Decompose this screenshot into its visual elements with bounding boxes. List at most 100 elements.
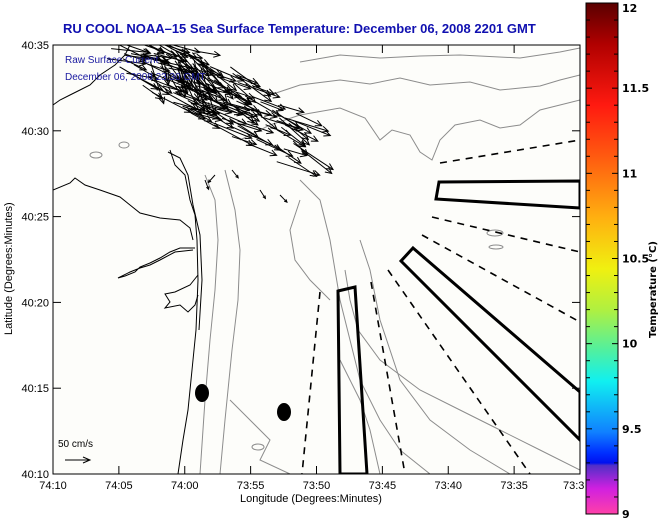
bathy-contour-small [486,229,504,237]
river-south [163,274,199,313]
coastline [53,45,203,474]
bathy-contour-small [251,443,265,451]
current-vector [201,66,228,110]
shipping-lane [370,281,406,474]
current-vector [188,68,219,103]
x-tick-label: 73:55 [237,480,265,492]
bathy-contour-6 [299,179,431,474]
colorbar-ticks: 12 11.5 11 10.5 10 9.5 9 [586,2,649,519]
current-vector [204,179,210,191]
y-axis: 40:35 40:30 40:25 40:20 40:15 40:10 [21,40,580,481]
chart-title: RU COOL NOAA–15 Sea Surface Temperature:… [63,21,536,36]
x-axis-label: Longitude (Degrees:Minutes) [240,493,382,505]
colorbar-tick-label: 11.5 [622,82,649,95]
current-timestamp-label: December 06, 2008 23:30 GMT [65,72,206,83]
current-vector [260,101,285,112]
current-vector [144,80,164,91]
current-vector [148,76,173,94]
shipping-lane [387,269,531,474]
bathymetry-contours [89,47,580,474]
current-vector [119,66,159,90]
current-vector [171,45,201,55]
current-vector [195,85,243,99]
current-vector [279,194,288,203]
colorbar: 12 11.5 11 10.5 10 9.5 9 Temperature (°C) [585,2,659,519]
buoy-marker[interactable] [195,384,209,402]
current-vector [107,58,147,67]
map-plot-area: 50 cm/s Raw Surface Current December 06,… [53,45,580,474]
current-vector [230,119,259,138]
x-tick-label: 73:40 [434,480,462,492]
current-vector [213,124,254,147]
zone-southeast [398,245,580,443]
current-vector [231,91,252,104]
shipping-lane [439,139,580,164]
bathy-contour-2 [269,74,580,96]
current-vector [244,95,282,117]
current-vector [237,82,281,99]
current-vector [280,126,307,147]
current-vector [292,140,309,156]
current-vector [130,53,162,62]
shipping-lane [421,234,580,323]
scale-arrow-icon [65,456,92,464]
current-vector [190,102,233,115]
x-axis: 74:10 74:05 74:00 73:55 73:50 73:45 73:40 73:35… [39,45,584,492]
bathy-contour-small [89,151,103,159]
colorbar-label: Temperature (°C) [648,241,659,338]
current-source-label: Raw Surface Current [65,55,159,66]
shipping-lane [301,291,321,474]
bathy-contour-9 [289,199,331,301]
bathy-contour-1 [299,47,580,63]
scale-arrow-label: 50 cm/s [58,439,93,450]
colorbar-tick-label: 11 [622,167,637,180]
colorbar-tick-label: 10 [622,338,638,351]
x-tick-label: 73:35 [500,480,528,492]
bathy-contour-3 [239,99,580,161]
coastline-north [53,177,194,241]
current-vector [292,120,332,137]
current-vector [178,64,211,111]
zone-east [434,179,580,210]
colorbar-tick-label: 9.5 [622,423,642,436]
y-axis-label: Latitude (Degrees:Minutes) [3,202,15,335]
current-vector [147,45,166,53]
current-vector [177,68,189,95]
current-vector [231,169,239,179]
current-vector [284,117,330,133]
current-vector [187,111,223,123]
current-vector [207,174,216,184]
x-tick-label: 74:00 [171,480,199,492]
current-vector [177,54,201,86]
current-vector [165,68,182,97]
bathy-contour-10 [229,399,291,474]
x-tick-label: 73:50 [303,480,331,492]
zone-south [336,285,369,474]
coastline-main [169,149,199,474]
shipping-lanes [301,139,580,474]
current-vector [236,108,259,118]
scale-arrow: 50 cm/s [58,439,93,450]
y-tick-label: 40:10 [21,469,49,481]
current-vector [276,113,313,134]
map-background [53,45,580,474]
bathy-contour-7 [359,239,511,474]
coastline-top-left [53,45,131,106]
current-vector [200,67,217,115]
y-tick-label: 40:35 [21,40,49,52]
bathy-contour-8 [344,269,580,471]
current-vector [175,51,211,93]
current-vector [284,124,319,142]
x-tick-label: 74:10 [39,480,67,492]
buoy-marker[interactable] [277,403,291,421]
restricted-zones [336,179,580,474]
current-vector [283,148,308,158]
colorbar-tick-label: 10.5 [622,253,649,266]
y-tick-label: 40:25 [21,212,49,224]
current-vector [279,104,305,114]
current-vector [162,45,191,55]
current-vector [260,116,304,132]
current-vector [232,72,273,103]
current-vector [178,66,202,116]
y-tick-label: 40:15 [21,383,49,395]
